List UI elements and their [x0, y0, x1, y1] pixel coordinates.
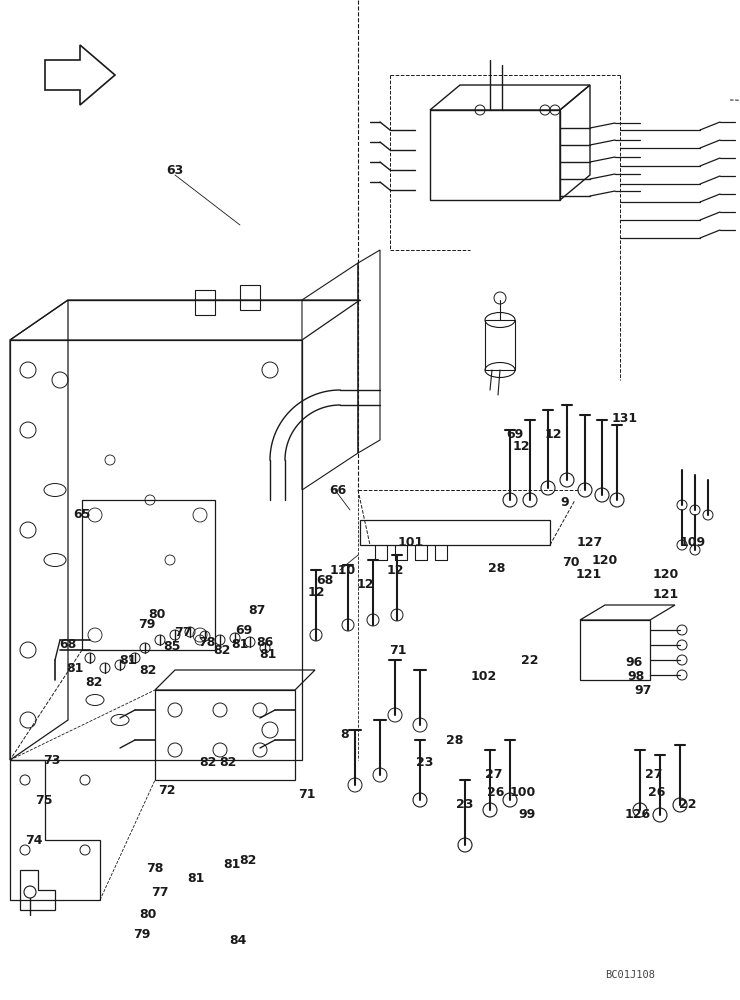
Text: 23: 23 — [457, 798, 474, 812]
Text: 82: 82 — [213, 644, 231, 656]
Text: 82: 82 — [219, 756, 237, 768]
Text: 12: 12 — [356, 578, 374, 591]
Text: 22: 22 — [521, 654, 539, 666]
Text: 84: 84 — [229, 934, 246, 946]
Text: 87: 87 — [249, 603, 266, 616]
Text: 97: 97 — [634, 684, 652, 696]
Text: 75: 75 — [36, 794, 53, 806]
Text: 70: 70 — [562, 556, 579, 568]
Text: 110: 110 — [330, 564, 356, 576]
Bar — [485, 320, 515, 370]
Text: 82: 82 — [199, 756, 217, 768]
Text: 79: 79 — [138, 618, 155, 632]
Text: 9: 9 — [561, 495, 569, 508]
Text: 81: 81 — [67, 662, 84, 674]
Text: 26: 26 — [488, 786, 505, 800]
Text: 131: 131 — [612, 412, 638, 424]
Text: 82: 82 — [85, 676, 103, 690]
Text: 82: 82 — [139, 664, 157, 676]
Text: 109: 109 — [680, 536, 706, 550]
Text: 22: 22 — [679, 798, 697, 812]
Text: 121: 121 — [653, 587, 679, 600]
Text: 74: 74 — [25, 834, 43, 846]
Text: 71: 71 — [298, 788, 316, 802]
Text: 82: 82 — [239, 854, 257, 866]
Text: 79: 79 — [133, 928, 151, 940]
Text: 27: 27 — [485, 768, 502, 782]
Text: 77: 77 — [151, 886, 169, 898]
Text: 102: 102 — [471, 670, 497, 684]
Text: 101: 101 — [398, 536, 424, 548]
Text: 127: 127 — [577, 536, 603, 550]
Text: 65: 65 — [73, 508, 91, 522]
Text: 27: 27 — [645, 768, 663, 782]
Text: 81: 81 — [232, 639, 249, 652]
Text: 120: 120 — [653, 568, 679, 580]
Text: 81: 81 — [259, 648, 277, 662]
Text: 12: 12 — [307, 586, 325, 599]
Text: 66: 66 — [329, 484, 346, 496]
Text: 28: 28 — [446, 734, 464, 746]
Text: 98: 98 — [628, 670, 645, 682]
Text: 8: 8 — [340, 728, 349, 742]
Text: 28: 28 — [488, 562, 505, 574]
Text: 81: 81 — [187, 871, 205, 884]
Text: 69: 69 — [235, 624, 252, 637]
Text: 85: 85 — [164, 640, 181, 652]
Text: 100: 100 — [510, 786, 536, 800]
Text: 68: 68 — [317, 574, 334, 586]
Text: 96: 96 — [625, 656, 642, 668]
Text: 68: 68 — [59, 639, 77, 652]
Text: 77: 77 — [174, 626, 192, 639]
Text: 71: 71 — [389, 644, 407, 656]
Text: 23: 23 — [417, 756, 434, 768]
Text: 80: 80 — [148, 607, 166, 620]
Text: 120: 120 — [592, 554, 618, 566]
Text: 69: 69 — [506, 428, 524, 442]
Text: 78: 78 — [198, 636, 215, 648]
Text: 63: 63 — [166, 163, 184, 176]
Text: 78: 78 — [147, 861, 164, 874]
Text: 81: 81 — [223, 857, 240, 870]
Text: 80: 80 — [139, 908, 157, 922]
Text: 126: 126 — [625, 808, 651, 822]
Text: 121: 121 — [576, 568, 602, 582]
Text: 81: 81 — [119, 654, 137, 666]
Text: 73: 73 — [44, 754, 61, 766]
Text: 12: 12 — [512, 440, 530, 454]
Text: BC01J108: BC01J108 — [605, 970, 655, 980]
Text: 72: 72 — [158, 784, 176, 796]
Text: 26: 26 — [648, 786, 666, 800]
Text: 12: 12 — [386, 564, 404, 576]
Text: 12: 12 — [544, 428, 562, 442]
Text: 99: 99 — [519, 808, 536, 822]
Text: 86: 86 — [256, 637, 274, 650]
